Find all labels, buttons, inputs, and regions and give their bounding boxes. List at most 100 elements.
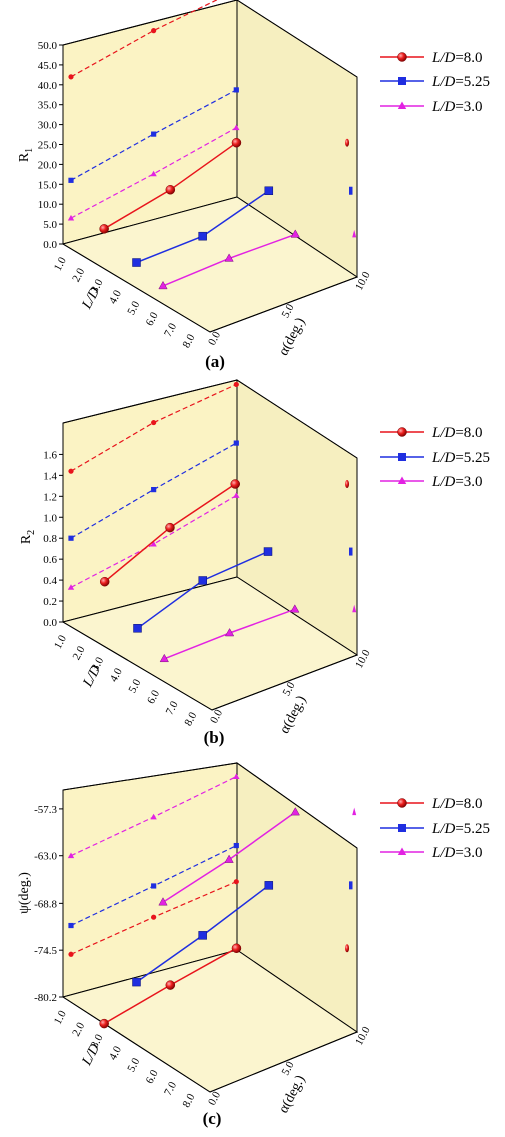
projection-marker xyxy=(68,535,74,541)
projection-line xyxy=(70,127,237,219)
panel-caption: (c) xyxy=(203,1109,222,1128)
legend-label: L/D=5.25 xyxy=(431,821,490,837)
legend-label-var: L/D xyxy=(431,50,456,66)
legend-label-var: L/D xyxy=(431,74,456,90)
ld-tick-label: 8.0 xyxy=(182,710,199,728)
projection-marker xyxy=(151,131,157,137)
legend-label: L/D=5.25 xyxy=(431,450,490,466)
legend-label: L/D=8.0 xyxy=(431,796,483,812)
legend: L/D=8.0L/D=5.25L/D=3.0 xyxy=(380,50,490,115)
projection-marker xyxy=(68,74,74,80)
projection-marker xyxy=(233,879,239,885)
ld-axis-line xyxy=(62,996,211,1093)
top-edge-right xyxy=(236,0,358,78)
alpha-axis-line xyxy=(211,654,358,711)
ld-tick-label: 4.0 xyxy=(107,288,124,306)
z-tick-label: 40.0 xyxy=(38,80,58,92)
z-tick-label: 50.0 xyxy=(38,40,58,52)
legend-label-value: =5.25 xyxy=(455,821,490,837)
ld-tick-label: 6.0 xyxy=(144,1068,161,1086)
series-marker xyxy=(224,854,234,863)
legend-label-value: =5.25 xyxy=(455,450,490,466)
ld-tick-label: 7.0 xyxy=(162,1080,179,1098)
z-tick-label: 1.2 xyxy=(43,491,57,503)
projection-marker xyxy=(151,28,157,34)
z-tick-label: 1.4 xyxy=(43,470,57,482)
series-marker xyxy=(132,977,141,987)
projection-marker xyxy=(67,214,75,221)
projection-marker xyxy=(150,813,157,820)
projection-marker xyxy=(151,419,157,426)
side-projection-marker xyxy=(352,229,357,238)
ld-tick-label: 3.0 xyxy=(89,1032,106,1050)
legend-label: L/D=3.0 xyxy=(431,474,483,490)
legend-label-var: L/D xyxy=(431,99,456,115)
ld-tick-label: 7.0 xyxy=(162,321,179,339)
series-marker xyxy=(99,224,109,234)
alpha-axis-label: α(deg.) xyxy=(276,1073,308,1116)
legend-label-value: =8.0 xyxy=(455,425,482,441)
legend-marker xyxy=(397,101,407,109)
chart-panel-3: -80.2-74.5-68.8-63.0-57.31.02.03.04.05.0… xyxy=(17,762,490,1128)
ld-axis-line xyxy=(62,621,213,711)
series-marker xyxy=(165,980,176,990)
projection-marker xyxy=(67,584,75,590)
projection-marker xyxy=(151,883,157,889)
series-marker xyxy=(231,137,242,148)
ld-tick-label: 8.0 xyxy=(180,1091,197,1109)
z-tick-label: 25.0 xyxy=(38,140,58,152)
z-tick-label: 20.0 xyxy=(38,159,58,171)
z-axis-label: ψ(deg.) xyxy=(17,872,32,914)
z-axis-label-subscript: 2 xyxy=(26,530,37,535)
series-marker xyxy=(99,1018,109,1029)
ld-tick-label: 6.0 xyxy=(145,688,162,706)
side-projection-marker xyxy=(345,480,350,489)
z-tick-label: 0.2 xyxy=(43,596,57,608)
legend-label-var: L/D xyxy=(431,450,456,466)
alpha-tick-label: 5.0 xyxy=(280,302,297,320)
projection-marker xyxy=(233,124,240,131)
legend-label-value: =5.25 xyxy=(455,74,490,90)
alpha-axis-label: α(deg.) xyxy=(277,693,309,736)
z-tick-label: 0.4 xyxy=(43,575,57,587)
z-tick-label: 0.6 xyxy=(43,554,57,566)
series-marker xyxy=(165,185,176,195)
z-tick-label: 0.8 xyxy=(43,533,57,545)
ld-tick-label: 1.0 xyxy=(52,255,69,273)
ld-tick-label: 4.0 xyxy=(107,1044,124,1062)
ld-tick-label: 5.0 xyxy=(125,1056,142,1074)
panel-caption: (b) xyxy=(204,728,225,747)
series-marker xyxy=(224,253,234,262)
ld-tick-label: 3.0 xyxy=(89,277,106,295)
legend: L/D =8.0 L/D=5.25 L/D=3.0 xyxy=(380,425,490,490)
alpha-axis-label: α(deg.) xyxy=(276,315,308,358)
z-tick-label: 1.0 xyxy=(43,512,57,524)
legend-label-value: =3.0 xyxy=(455,845,482,861)
legend-label-var: L/D xyxy=(431,845,456,861)
ld-tick-label: 4.0 xyxy=(108,666,125,684)
alpha-tick-label: 0.0 xyxy=(208,707,225,725)
top-edge-right xyxy=(236,379,358,459)
series-marker xyxy=(224,627,235,637)
legend-marker xyxy=(397,427,407,437)
side-projection-marker xyxy=(349,881,353,890)
z-tick-label: 10.0 xyxy=(38,199,58,211)
legend-label: L/D=8.0 xyxy=(431,50,483,66)
series-marker xyxy=(230,479,240,489)
projection-marker xyxy=(233,492,240,498)
legend: L/D=8.0L/D=5.25L/D=3.0 xyxy=(380,796,490,861)
legend-label-var: L/D xyxy=(431,821,456,837)
z-tick-label: 35.0 xyxy=(38,100,58,112)
z-tick-label: 5.0 xyxy=(43,219,57,231)
projection-marker xyxy=(68,468,74,474)
ld-tick-label: 5.0 xyxy=(125,299,142,317)
z-tick-label: 0.0 xyxy=(43,617,57,629)
legend-label-value: =3.0 xyxy=(455,99,482,115)
series-marker xyxy=(132,258,141,267)
series-marker xyxy=(290,604,300,613)
projection-marker xyxy=(233,87,239,93)
z-tick-label: -63.0 xyxy=(34,851,57,863)
projection-line xyxy=(70,0,218,78)
z-axis-label-subscript: 1 xyxy=(24,148,35,153)
